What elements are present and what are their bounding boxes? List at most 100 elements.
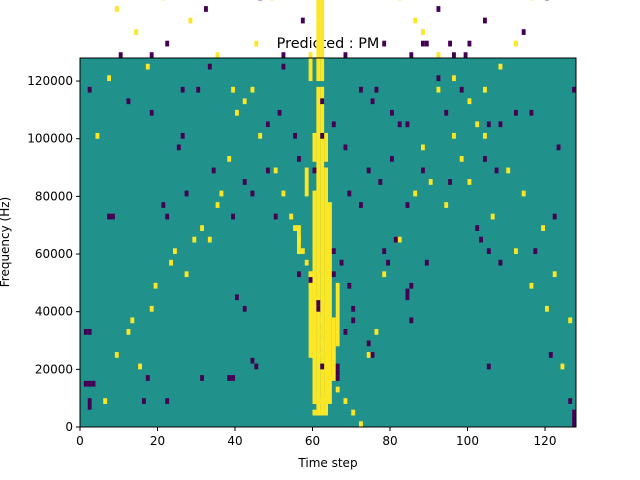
heatmap-cell-high	[227, 156, 232, 162]
heatmap-cell-high	[514, 40, 518, 47]
heatmap-cell-low	[335, 375, 340, 381]
heatmap-cell-high	[320, 340, 325, 347]
heatmap-cell-low	[359, 86, 363, 93]
heatmap-cell-low	[424, 40, 429, 47]
heatmap-cell-low	[343, 328, 348, 335]
heatmap-cell-high	[300, 248, 305, 255]
heatmap-cell-high	[304, 259, 309, 266]
heatmap-cell-high	[235, 109, 239, 116]
heatmap-cell-low	[374, 86, 379, 93]
heatmap-cell-low	[165, 40, 170, 47]
heatmap-cell-high	[169, 259, 173, 266]
heatmap-cell-low	[572, 421, 576, 427]
heatmap-cell-high	[328, 375, 332, 381]
x-tick-label: 100	[456, 434, 479, 448]
heatmap-cell-high	[297, 236, 301, 243]
heatmap-cell-high	[293, 225, 297, 231]
heatmap-cell-high	[316, 398, 321, 404]
heatmap-cell-high	[219, 190, 224, 197]
heatmap-cell-low	[200, 375, 204, 381]
plot-frame	[79, 57, 577, 428]
heatmap-cell-low	[180, 132, 185, 139]
x-axis-ticks: 0 20 40 60 80 100 120	[76, 427, 556, 448]
heatmap-cell-low	[196, 86, 201, 93]
heatmap-cell-high	[312, 398, 317, 404]
heatmap-cell-high	[103, 398, 108, 404]
heatmap-cell-high	[545, 305, 549, 312]
heatmap-cell-low	[242, 179, 247, 185]
heatmap-cell-high	[413, 190, 418, 197]
heatmap-cell-low	[409, 282, 414, 289]
heatmap-cell-low	[250, 190, 255, 197]
heatmap-cell-high	[134, 29, 139, 35]
heatmap-cell-high	[331, 317, 336, 381]
heatmap-cell-high	[413, 17, 418, 24]
x-tick-label: 80	[382, 434, 397, 448]
heatmap-cell-low	[533, 248, 538, 255]
heatmap-cell-low	[424, 259, 429, 266]
heatmap-cell-high	[258, 132, 263, 139]
heatmap-cell-low	[452, 52, 456, 58]
heatmap-cell-low	[486, 121, 491, 128]
heatmap-cell-low	[405, 294, 410, 301]
heatmap-cell-low	[459, 86, 464, 93]
heatmap-cell-low	[339, 259, 344, 266]
heatmap-cell-high	[324, 398, 328, 404]
heatmap-cell-high	[250, 86, 255, 93]
heatmap-cell-low	[184, 190, 189, 197]
heatmap-cell-high	[514, 248, 518, 255]
heatmap-cell-high	[312, 294, 317, 301]
heatmap-cell-high	[483, 86, 487, 93]
heatmap-cell-high	[444, 202, 449, 208]
heatmap-cell-low	[436, 75, 441, 82]
heatmap-cell-high	[114, 352, 119, 358]
heatmap-cell-low	[308, 277, 313, 283]
heatmap-cell-low	[142, 398, 146, 404]
heatmap-cell-high	[173, 248, 177, 255]
heatmap-cell-high	[242, 98, 247, 105]
heatmap-cell-low	[475, 225, 480, 231]
heatmap-cell-high	[568, 317, 573, 324]
heatmap-cell-high	[114, 6, 119, 12]
heatmap-cell-high	[452, 75, 456, 82]
heatmap-cell-high	[335, 282, 340, 347]
heatmap-cell-low	[335, 363, 340, 370]
heatmap-cell-low	[486, 248, 491, 255]
heatmap-cell-high	[328, 202, 332, 404]
heatmap-cell-low	[390, 156, 394, 162]
heatmap-cell-low	[467, 40, 472, 47]
heatmap-cell-low	[149, 109, 154, 116]
heatmap-cell-high	[498, 63, 503, 70]
heatmap-cell-low	[359, 202, 363, 208]
heatmap-cell-low	[572, 86, 576, 93]
heatmap-cell-low	[312, 167, 317, 174]
heatmap-cell-high	[126, 328, 131, 335]
heatmap-cell-low	[126, 98, 131, 105]
heatmap-cell-high	[483, 132, 487, 139]
heatmap-cell-high	[316, 328, 321, 335]
heatmap-cell-low	[165, 213, 170, 220]
heatmap-cell-low	[281, 52, 286, 58]
heatmap-cell-high	[254, 40, 259, 47]
heatmap-cell-low	[444, 109, 449, 116]
heatmap-cell-low	[568, 398, 573, 404]
y-tick-label: 80000	[35, 189, 73, 203]
heatmap-cell-low	[320, 363, 325, 370]
y-axis-label: Frequency (Hz)	[0, 197, 12, 288]
x-tick-label: 20	[150, 434, 165, 448]
heatmap-cell-low	[87, 403, 92, 410]
heatmap-cell-low	[498, 259, 503, 266]
heatmap-cell-low	[463, 52, 468, 58]
heatmap-cell-low	[448, 179, 452, 185]
heatmap-cell-high	[312, 305, 317, 312]
heatmap-cell-low	[409, 52, 414, 58]
heatmap-cell-low	[111, 213, 115, 220]
heatmap-cell-high	[184, 271, 189, 278]
heatmap-cell-low	[266, 167, 270, 174]
heatmap-cell-high	[192, 236, 197, 243]
heatmap-cell-high	[153, 282, 158, 289]
heatmap-cell-low	[556, 144, 561, 151]
heatmap-cell-high	[359, 421, 363, 427]
heatmap-cell-low	[231, 213, 235, 220]
x-tick-label: 40	[227, 434, 242, 448]
